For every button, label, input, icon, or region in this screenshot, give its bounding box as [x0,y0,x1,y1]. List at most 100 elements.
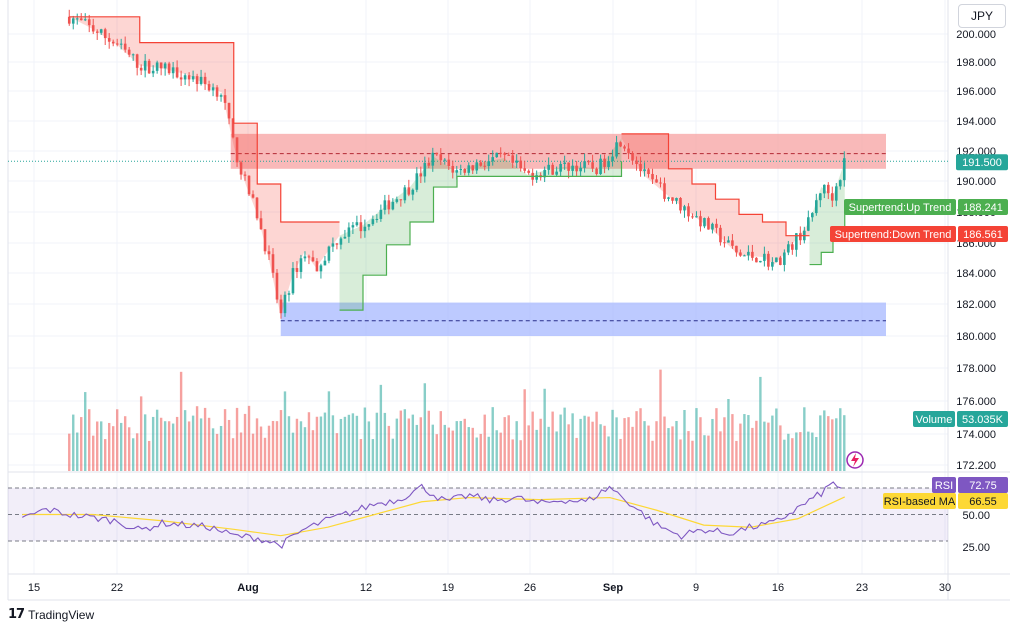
volume-bar [243,413,247,471]
volume-bar [391,438,395,471]
volume-bar [159,417,163,471]
candle-body [291,268,295,294]
volume-bar [503,417,506,471]
candle-body [787,244,790,253]
volume-bar [331,415,335,471]
volume-bar [147,440,151,471]
candle-body [323,260,327,266]
volume-bar [407,418,411,471]
candle-body [219,95,223,97]
candle-body [75,18,79,20]
volume-bar [591,421,594,471]
volume-bar [519,440,522,471]
candle-body [495,152,499,158]
volume-bar [171,423,175,471]
candle-body [175,67,179,78]
candle-body [619,142,622,147]
volume-bar [307,412,311,471]
volume-bar [767,422,770,471]
candle-body [547,164,550,170]
time-axis[interactable]: 15 22 Aug 12 19 26 Sep 9 16 23 30 [28,582,951,594]
candle-body [827,184,830,194]
candle-body [239,162,243,175]
candle-body [67,16,71,24]
candle-body [419,173,423,177]
volume-bar [72,414,75,471]
last-price-tag: 191.500 [962,157,1002,169]
candle-body [387,200,391,210]
price-tick-label: 176.000 [956,396,996,408]
candle-body [707,218,710,230]
rsi-tick-label: 25.00 [962,542,990,554]
candle-body [575,165,578,172]
price-tick-label: 194.000 [956,116,996,128]
volume-bar [343,416,347,471]
volume-bar [659,369,662,471]
candle-body [351,225,355,228]
volume-bar [539,418,542,471]
candle-body [367,224,371,227]
candle-body [395,199,399,202]
candle-body [838,180,842,187]
candle-body [143,60,147,71]
candle-body [699,216,702,227]
currency-button[interactable]: JPY [958,4,1006,28]
volume-bar [795,432,798,471]
volume-bar [387,425,391,471]
volume-bar [359,439,363,471]
volume-bar [511,439,514,471]
volume-bar [579,418,582,471]
candle-body [439,154,443,161]
candle-body [331,243,335,247]
candle-body [499,152,503,154]
candle-body [815,200,818,214]
volume-bar [96,421,99,471]
volume-bar [92,435,95,471]
candle-body [275,272,279,300]
supertrend-down-name-tag-bg [830,226,956,242]
candle-body [834,186,838,201]
candle-body [483,165,487,167]
candle-body [543,169,546,178]
rsi-pane [8,481,948,549]
candle-body [111,41,115,44]
candle-body [451,165,455,173]
tradingview-logo[interactable]: 17 TradingView [8,607,94,622]
candle-body [599,158,602,175]
volume-bar [411,414,415,471]
candle-body [507,154,510,156]
price-axis[interactable]: 200.000198.000196.000194.000192.000190.0… [956,29,996,554]
volume-bar [743,414,746,471]
volume-bar [799,432,802,471]
lightning-badge-icon [846,451,864,469]
candle-body [383,200,387,210]
candle-body [807,217,810,231]
candle-body [123,43,127,50]
candle-body [203,76,207,85]
value-tags: 191.500 Supertrend:Up Trend 188.241 Supertr… [830,154,1008,509]
volume-bar [727,399,730,471]
candle-body [267,251,271,255]
volume-bar [735,440,738,471]
date-tick-label: 23 [856,582,868,594]
candle-body [830,193,834,201]
candle-body [259,218,263,230]
volume-bar [371,439,375,471]
volume-bar [239,432,243,471]
candle-body [651,173,654,180]
candle-body [639,163,642,172]
rsi-ma-line [22,496,846,537]
volume-bar [807,431,810,471]
rsi-ma-name-tag-bg [883,493,956,509]
candle-body [231,118,235,138]
candle-body [119,43,123,45]
candle-body [431,152,435,166]
candle-body [83,19,87,21]
volume-name-tag-bg [913,411,955,427]
supertrend-down-2-line [621,133,810,237]
candle-body [703,218,706,227]
candle-body [743,255,746,257]
candle-body [759,260,762,263]
volume-bar [615,417,618,471]
